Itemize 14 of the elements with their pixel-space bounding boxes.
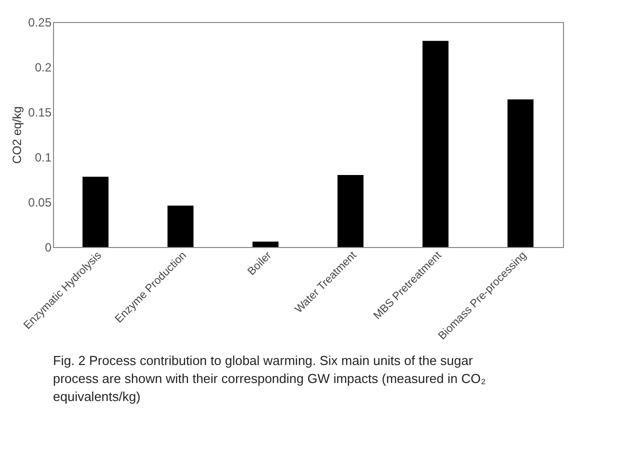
bar [252, 242, 278, 247]
y-tick-label: 0.25 [28, 16, 52, 30]
bar [338, 175, 364, 247]
bar [168, 206, 194, 247]
caption: Fig. 2 Process contribution to global warming. Six main units of the sugar process are shown with their corresponding GW impacts (measured in CO₂ equivalents/kg) [53, 353, 486, 404]
y-axis-title: CO2 eq/kg [10, 106, 24, 164]
y-tick-label: 0.05 [28, 196, 52, 210]
y-tick-label: 0.2 [34, 60, 52, 74]
bar [422, 40, 448, 247]
y-tick-label: 0 [44, 240, 52, 254]
y-tick-label: 0.15 [28, 106, 52, 120]
bar [508, 99, 534, 247]
bar [82, 176, 108, 247]
y-tick-label: 0.1 [34, 150, 52, 164]
